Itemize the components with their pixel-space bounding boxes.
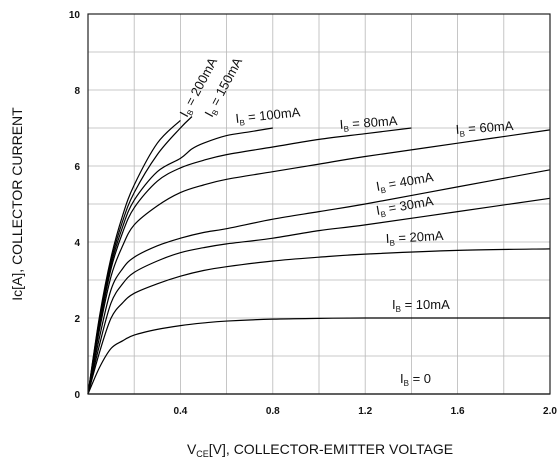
y-tick-label: 8 xyxy=(74,86,80,97)
y-tick-label: 2 xyxy=(74,314,80,325)
grid xyxy=(88,14,550,394)
y-tick-label: 6 xyxy=(74,162,80,173)
x-tick-label: 1.6 xyxy=(451,406,465,417)
x-tick-label: 1.2 xyxy=(358,406,372,417)
x-ticks: 0.4 0.8 1.2 1.6 2.0 xyxy=(173,406,557,417)
y-tick-label: 0 xyxy=(74,390,80,401)
curve-label-ib-4: IB = 40mA xyxy=(375,169,435,196)
curve-label-ib-1: IB = 10mA xyxy=(392,297,450,314)
x-tick-label: 0.8 xyxy=(266,406,280,417)
series-line-ib-8 xyxy=(88,117,192,394)
series-line-ib-6 xyxy=(88,128,411,394)
x-tick-label: 0.4 xyxy=(173,406,187,417)
y-tick-label: 4 xyxy=(74,238,80,249)
curve-label-ib-2: IB = 20mA xyxy=(385,228,444,248)
curve-label-ib-7: IB = 100mA xyxy=(235,104,302,128)
y-tick-label: 10 xyxy=(69,10,81,21)
x-tick-label: 2.0 xyxy=(543,406,557,417)
curve-label-ib-0: IB = 0 xyxy=(400,371,431,388)
y-ticks: 0 2 4 6 8 10 xyxy=(69,10,81,401)
y-axis-title: Ic[A], COLLECTOR CURRENT xyxy=(9,107,25,301)
x-axis-title: VCE[V], COLLECTOR-EMITTER VOLTAGE xyxy=(187,441,453,459)
